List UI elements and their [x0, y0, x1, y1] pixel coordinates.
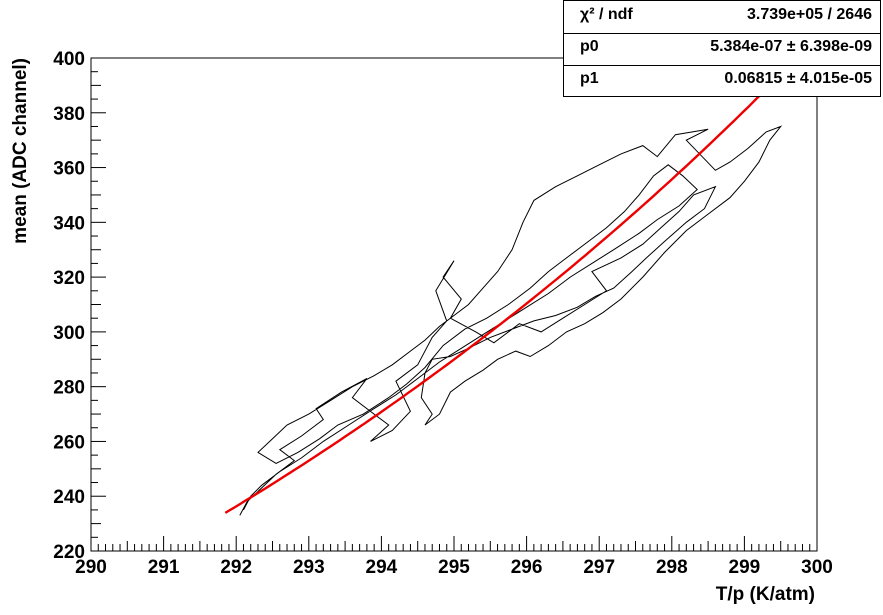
y-tick-label: 340: [53, 213, 85, 234]
x-tick-label: 293: [293, 557, 325, 578]
x-tick-label: 294: [366, 557, 398, 578]
y-axis: 220 240 260 280 300 320 340 360 380 400: [53, 49, 106, 563]
stats-key-p1: p1: [580, 70, 599, 87]
y-tick-label: 400: [53, 49, 85, 70]
stats-divider: [564, 65, 880, 66]
x-axis-title: T/p (K/atm): [716, 584, 815, 605]
x-axis: 290 291 292 293 294 295 296 297 298 299 300: [75, 536, 833, 578]
x-tick-label: 290: [75, 557, 107, 578]
stats-value-chi2: 3.739e+05 / 2646: [746, 6, 872, 23]
fit-curve: [224, 61, 794, 514]
x-tick-label: 298: [656, 557, 688, 578]
y-tick-label: 260: [53, 432, 85, 453]
x-tick-label: 291: [148, 557, 180, 578]
series-line: [239, 125, 783, 516]
stats-key-p0: p0: [580, 38, 599, 55]
x-tick-label: 296: [511, 557, 543, 578]
stats-row-p1: p1 0.06815 ± 4.015e-05: [564, 65, 880, 97]
stats-divider: [564, 33, 880, 34]
stats-value-p0: 5.384e-07 ± 6.398e-09: [710, 38, 872, 55]
fit-stats-box: χ² / ndf 3.739e+05 / 2646 p0 5.384e-07 ±…: [563, 0, 881, 97]
y-tick-label: 300: [53, 323, 85, 344]
y-tick-label: 280: [53, 378, 85, 399]
stats-row-p0: p0 5.384e-07 ± 6.398e-09: [564, 33, 880, 65]
stats-value-p1: 0.06815 ± 4.015e-05: [724, 70, 872, 87]
series-layer: [239, 125, 783, 516]
y-axis-title: mean (ADC channel): [10, 58, 31, 244]
y-tick-label: 360: [53, 159, 85, 180]
stats-row-chi2: χ² / ndf 3.739e+05 / 2646: [564, 1, 880, 33]
y-tick-label: 220: [53, 542, 85, 563]
x-tick-label: 295: [438, 557, 470, 578]
x-tick-label: 300: [801, 557, 833, 578]
stats-key-chi2: χ² / ndf: [580, 6, 633, 23]
x-tick-label: 299: [729, 557, 761, 578]
plot-frame: [90, 57, 818, 552]
x-tick-label: 297: [583, 557, 615, 578]
x-tick-label: 292: [220, 557, 252, 578]
y-tick-label: 240: [53, 487, 85, 508]
y-tick-label: 380: [53, 104, 85, 125]
y-tick-label: 320: [53, 268, 85, 289]
